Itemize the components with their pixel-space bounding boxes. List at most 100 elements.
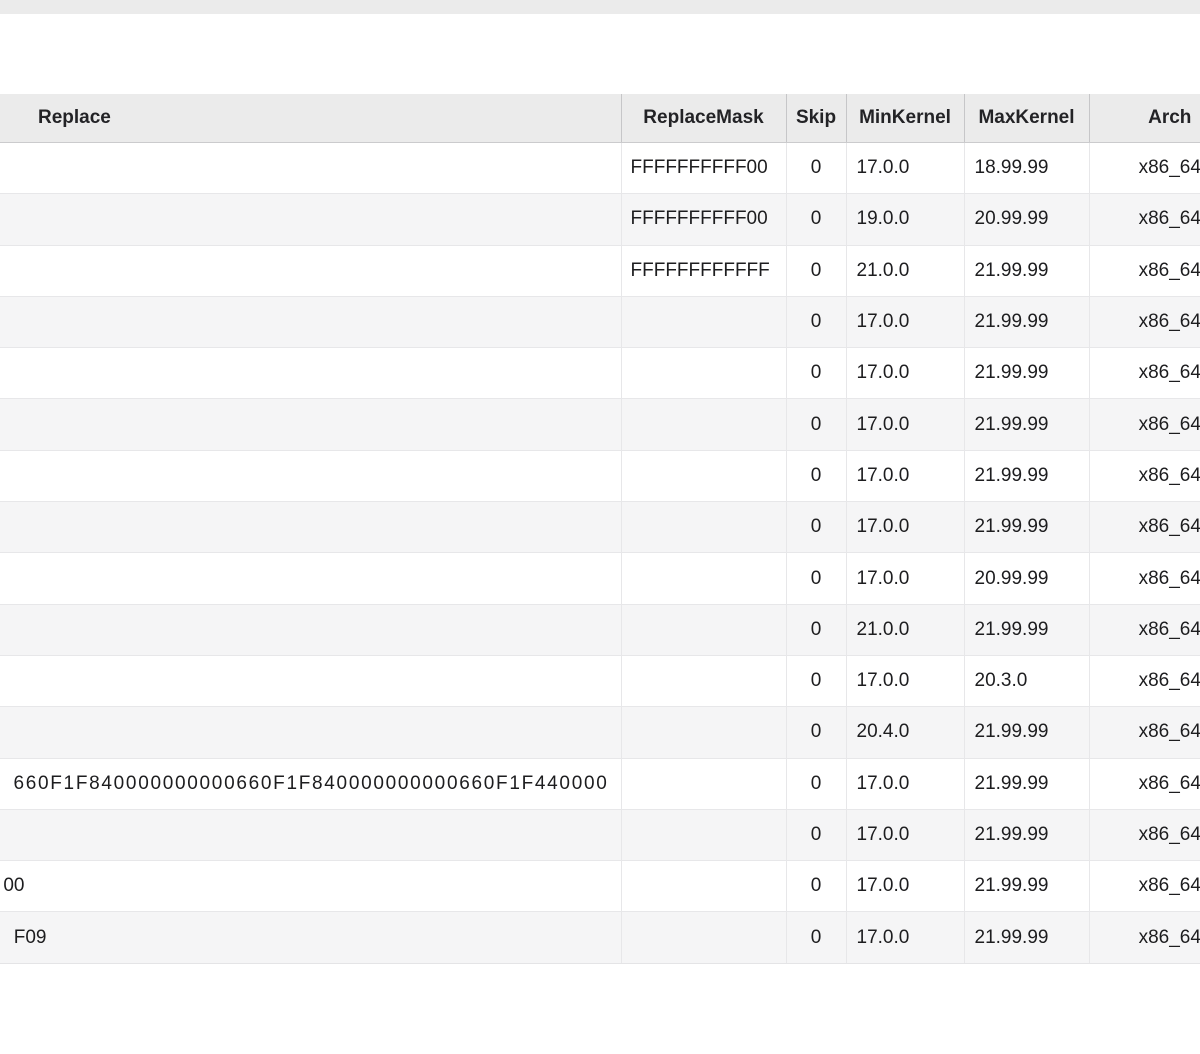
cell-arch: x86_64 (1088, 193, 1200, 246)
cell-min-kernel: 17.0.0 (845, 911, 964, 964)
cell-skip: 0 (785, 193, 846, 246)
cell-max-kernel: 20.3.0 (963, 654, 1089, 707)
cell-replace-mask (620, 501, 786, 553)
cell-arch: x86_64 (1088, 142, 1200, 194)
table-row: 0 17.0.0 20.3.0 x86_64 (0, 654, 1200, 707)
table-row: 00 0 17.0.0 21.99.99 x86_64 (0, 860, 1200, 912)
table-row: 0 20.4.0 21.99.99 x86_64 (0, 706, 1200, 759)
cell-skip: 0 (785, 603, 846, 656)
cell-arch: x86_64 (1088, 552, 1200, 605)
cell-max-kernel: 21.99.99 (963, 911, 1089, 964)
column-header-arch: Arch (1088, 94, 1200, 143)
cell-min-kernel: 17.0.0 (845, 757, 964, 810)
cell-min-kernel: 17.0.0 (845, 552, 964, 605)
cell-skip: 0 (785, 860, 846, 912)
cell-replace-mask (620, 398, 786, 451)
cell-replace-mask (620, 449, 786, 502)
cell-replace (0, 808, 621, 861)
column-header-minkernel: MinKernel (845, 94, 964, 143)
cell-replace: F09 (0, 911, 621, 964)
cell-replace-mask (620, 603, 786, 656)
cell-arch: x86_64 (1088, 244, 1200, 297)
cell-min-kernel: 21.0.0 (845, 244, 964, 297)
cell-min-kernel: 17.0.0 (845, 347, 964, 399)
cell-skip: 0 (785, 449, 846, 502)
cell-replace (0, 552, 621, 605)
cell-arch: x86_64 (1088, 603, 1200, 656)
cell-replace-mask (620, 295, 786, 348)
column-header-skip: Skip (785, 94, 846, 143)
table-body: FFFFFFFFFF00 0 17.0.0 18.99.99 x86_64 FFFFFFF… (0, 142, 1200, 964)
table-row: F09 0 17.0.0 21.99.99 x86_64 (0, 911, 1200, 964)
previous-element-partial-band (0, 0, 1200, 14)
table-row: 0 17.0.0 21.99.99 x86_64 (0, 449, 1200, 502)
table-row: 0 17.0.0 21.99.99 x86_64 (0, 808, 1200, 861)
column-header-replacemask: ReplaceMask (620, 94, 786, 143)
cell-min-kernel: 17.0.0 (845, 295, 964, 348)
cell-arch: x86_64 (1088, 449, 1200, 502)
cell-max-kernel: 21.99.99 (963, 501, 1089, 553)
cell-replace (0, 398, 621, 451)
cell-max-kernel: 21.99.99 (963, 757, 1089, 810)
replace-hex-fragment: 00 (3, 875, 25, 897)
cell-skip: 0 (785, 398, 846, 451)
cell-arch: x86_64 (1088, 501, 1200, 553)
table-row: 0 17.0.0 20.99.99 x86_64 (0, 552, 1200, 605)
cell-replace (0, 347, 621, 399)
cell-min-kernel: 17.0.0 (845, 860, 964, 912)
cell-arch: x86_64 (1088, 706, 1200, 759)
table-row: FFFFFFFFFF00 0 19.0.0 20.99.99 x86_64 (0, 193, 1200, 246)
cell-arch: x86_64 (1088, 808, 1200, 861)
cell-min-kernel: 20.4.0 (845, 706, 964, 759)
cell-arch: x86_64 (1088, 295, 1200, 348)
cell-skip: 0 (785, 347, 846, 399)
table-row: 0 17.0.0 21.99.99 x86_64 (0, 398, 1200, 451)
cell-arch: x86_64 (1088, 911, 1200, 964)
cell-min-kernel: 17.0.0 (845, 398, 964, 451)
cell-skip: 0 (785, 552, 846, 605)
table-row: FFFFFFFFFF00 0 17.0.0 18.99.99 x86_64 (0, 142, 1200, 194)
table-row: 0 21.0.0 21.99.99 x86_64 (0, 603, 1200, 656)
kernel-patch-table: Replace ReplaceMask Skip MinKernel MaxKe… (0, 94, 1200, 964)
cell-max-kernel: 21.99.99 (963, 398, 1089, 451)
cell-arch: x86_64 (1088, 757, 1200, 810)
cell-skip: 0 (785, 501, 846, 553)
cell-arch: x86_64 (1088, 347, 1200, 399)
cell-replace-mask (620, 808, 786, 861)
cell-replace (0, 706, 621, 759)
cell-max-kernel: 21.99.99 (963, 603, 1089, 656)
cell-min-kernel: 19.0.0 (845, 193, 964, 246)
cell-max-kernel: 20.99.99 (963, 193, 1089, 246)
cell-replace (0, 654, 621, 707)
cell-max-kernel: 21.99.99 (963, 706, 1089, 759)
cell-replace-mask: FFFFFFFFFF00 (620, 142, 786, 194)
cell-skip: 0 (785, 757, 846, 810)
cell-arch: x86_64 (1088, 654, 1200, 707)
cell-replace: 00 (0, 860, 621, 912)
cell-skip: 0 (785, 295, 846, 348)
cell-skip: 0 (785, 142, 846, 194)
cell-replace (0, 143, 621, 194)
cell-arch: x86_64 (1088, 860, 1200, 912)
cell-replace-mask (620, 706, 786, 759)
replace-hex-fragment: 660F1F840000000000660F1F840000000000660F… (13, 772, 609, 794)
cell-replace-mask (620, 347, 786, 399)
column-header-replace: Replace (0, 94, 621, 143)
table-row: 0 17.0.0 21.99.99 x86_64 (0, 501, 1200, 553)
table-row: 0 17.0.0 21.99.99 x86_64 (0, 295, 1200, 348)
cell-replace (0, 295, 621, 348)
table-header-row: Replace ReplaceMask Skip MinKernel MaxKe… (0, 94, 1200, 143)
cell-min-kernel: 17.0.0 (845, 142, 964, 194)
table-header: Replace ReplaceMask Skip MinKernel MaxKe… (0, 94, 1200, 143)
cell-min-kernel: 17.0.0 (845, 449, 964, 502)
cell-skip: 0 (785, 808, 846, 861)
cell-skip: 0 (785, 706, 846, 759)
cell-replace (0, 193, 621, 246)
cell-replace-mask (620, 860, 786, 912)
cell-replace (0, 501, 621, 553)
cell-skip: 0 (785, 244, 846, 297)
cell-max-kernel: 21.99.99 (963, 449, 1089, 502)
cell-max-kernel: 21.99.99 (963, 244, 1089, 297)
cell-max-kernel: 21.99.99 (963, 295, 1089, 348)
